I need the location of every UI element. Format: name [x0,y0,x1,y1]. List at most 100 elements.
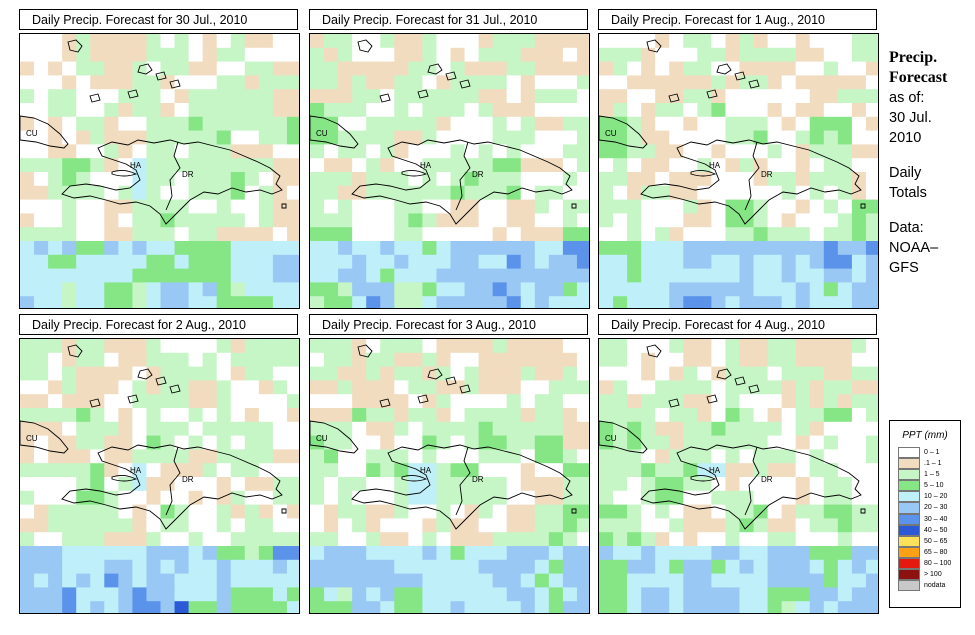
precip-cell [380,130,395,145]
precip-cell [258,435,274,450]
precip-cell [272,449,288,464]
precip-cell [795,601,811,613]
precip-cell [823,61,839,76]
precip-cell [492,601,508,613]
precip-cell [697,339,712,354]
precip-cell [188,172,204,187]
precip-cell [683,518,698,533]
precip-cell [436,158,451,173]
precip-cell [174,339,189,354]
precip-cell [627,601,642,613]
precip-cell [324,559,339,574]
precip-cell [76,61,91,76]
precip-cell [823,449,839,464]
precip-cell [324,504,339,519]
precip-cell [669,601,684,613]
precip-cell [118,144,133,159]
precip-cell [599,449,614,464]
precip-cell [62,463,77,478]
precip-cell [380,158,395,173]
precip-cell [422,532,437,547]
precip-cell [506,573,522,588]
precip-cell [394,463,409,478]
precip-cell [669,504,684,519]
precip-cell [669,89,684,104]
precip-cell [76,573,91,588]
precip-cell [174,435,189,450]
precip-cell [34,380,49,395]
precip-cell [62,158,77,173]
precip-cell [725,339,740,354]
precip-cell [286,587,299,602]
precip-cell [394,559,409,574]
legend-swatch [898,535,920,547]
precip-cell [408,559,423,574]
precip-cell [725,601,740,613]
precip-cell [548,296,564,308]
precip-cell [408,573,423,588]
precip-cell [837,213,853,228]
precip-cell [76,559,91,574]
precip-cell [286,254,299,269]
precip-cell [366,116,381,131]
precip-cell [492,380,508,395]
precip-cell [216,213,232,228]
coastline [427,368,443,380]
precip-cell [669,199,684,214]
precip-cell [104,61,119,76]
precip-cell [272,185,288,200]
precip-cell [394,130,409,145]
precip-cell [132,601,147,613]
precip-cell [174,89,189,104]
legend-swatch [898,546,920,558]
precip-cell [244,380,260,395]
precip-cell [548,477,564,492]
precip-cell [809,463,825,478]
precip-cell [146,546,161,561]
precip-cell [613,449,628,464]
precip-cell [548,449,564,464]
precip-cell [613,172,628,187]
precip-cell [823,463,839,478]
forecast-panel-5: Daily Precip. Forecast for 3 Aug., 2010 … [309,314,590,614]
precip-cell [202,477,218,492]
precip-cell [352,47,367,62]
precip-cell [781,573,797,588]
precip-cell [478,227,494,242]
precip-cell [823,116,839,131]
precip-cell [464,339,479,354]
precip-cell [795,573,811,588]
precip-cell [324,268,339,283]
precip-cell [478,213,494,228]
precip-cell [655,241,670,256]
precip-cell [188,490,204,505]
precip-cell [534,61,550,76]
precip-cell [272,587,288,602]
precip-cell [548,34,564,49]
precip-cell [286,421,299,436]
precip-cell [655,199,670,214]
precip-cell [202,296,218,308]
label-cuba: CU [26,434,38,443]
precip-cell [174,601,189,613]
precip-cell [520,573,536,588]
precip-cell [104,546,119,561]
precip-cell [711,559,726,574]
precip-cell [258,421,274,436]
precip-cell [310,213,325,228]
precip-cell [781,268,797,283]
precip-cell [160,573,175,588]
precip-cell [160,34,175,49]
precip-cell [669,352,684,367]
precip-cell [576,601,589,613]
precip-cell [338,532,353,547]
precip-cell [669,394,684,409]
precip-cell [160,282,175,297]
precip-cell [669,490,684,505]
precip-cell [132,89,147,104]
precip-cell [823,601,839,613]
precip-cell [464,241,479,256]
precip-cell [90,34,105,49]
precip-cell [865,61,878,76]
precip-cell [408,477,423,492]
